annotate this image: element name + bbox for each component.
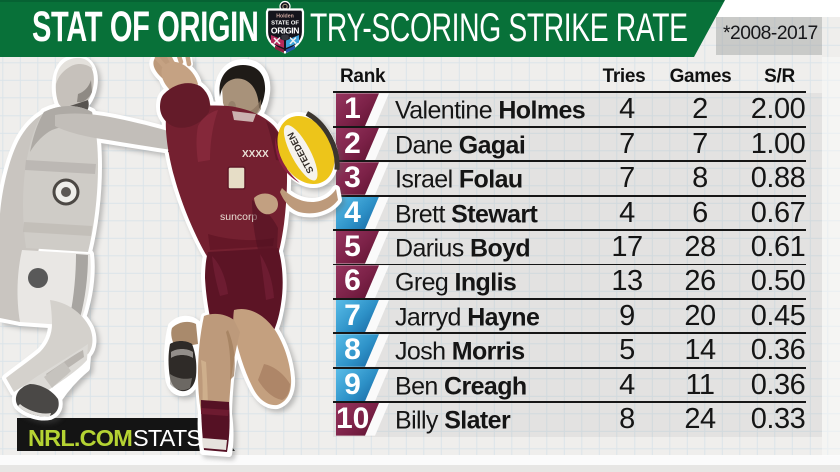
- svg-text:suncorp: suncorp: [220, 211, 258, 223]
- svg-text:Holden: Holden: [276, 14, 294, 20]
- svg-text:ORIGIN: ORIGIN: [271, 26, 299, 36]
- svg-text:STATE OF: STATE OF: [271, 21, 299, 27]
- svg-text:STATS: STATS: [133, 425, 201, 451]
- svg-text:XXXX: XXXX: [242, 149, 269, 160]
- svg-text:NRL.COM: NRL.COM: [28, 425, 132, 451]
